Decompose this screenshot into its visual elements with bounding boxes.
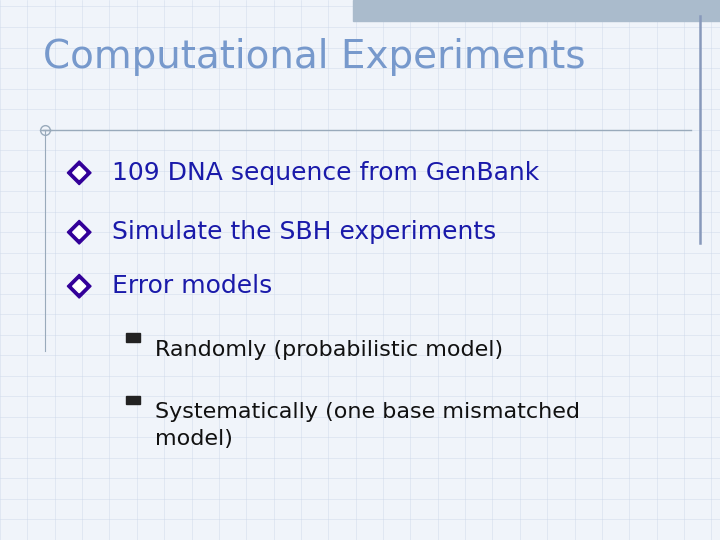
Text: 109 DNA sequence from GenBank: 109 DNA sequence from GenBank xyxy=(112,161,539,185)
Text: Computational Experiments: Computational Experiments xyxy=(43,38,585,76)
Text: Simulate the SBH experiments: Simulate the SBH experiments xyxy=(112,220,496,244)
Text: Systematically (one base mismatched
model): Systematically (one base mismatched mode… xyxy=(155,402,580,449)
Bar xyxy=(353,0,720,21)
Polygon shape xyxy=(126,333,140,342)
Polygon shape xyxy=(73,280,86,293)
Polygon shape xyxy=(73,166,86,179)
Polygon shape xyxy=(73,226,86,239)
Polygon shape xyxy=(126,395,140,404)
Text: Randomly (probabilistic model): Randomly (probabilistic model) xyxy=(155,340,503,360)
Polygon shape xyxy=(68,274,91,298)
Text: Error models: Error models xyxy=(112,274,272,298)
Polygon shape xyxy=(68,220,91,244)
Polygon shape xyxy=(68,161,91,185)
